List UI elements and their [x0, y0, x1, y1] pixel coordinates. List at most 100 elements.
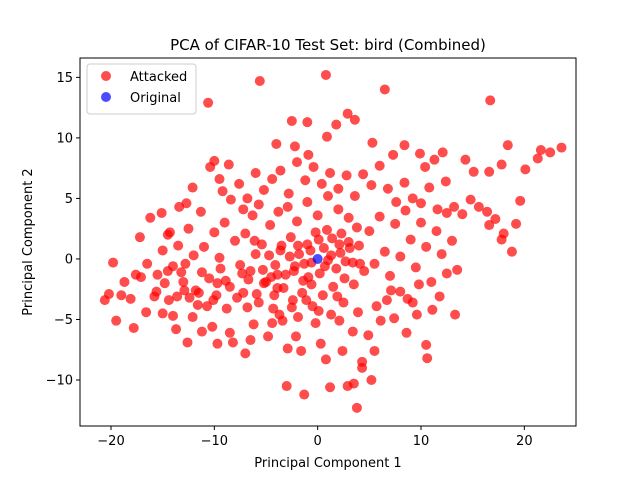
point-attacked-129 [400, 205, 411, 216]
point-attacked-186 [432, 204, 443, 215]
legend-box [86, 63, 197, 115]
point-attacked-95 [335, 247, 346, 258]
point-attacked-238 [254, 76, 265, 86]
point-attacked-46 [310, 318, 321, 329]
point-attacked-85 [294, 249, 305, 260]
point-attacked-144 [230, 235, 240, 246]
x-axis-label: Principal Component 1 [254, 456, 401, 471]
point-attacked-225 [460, 154, 471, 165]
point-attacked-74 [366, 375, 377, 385]
point-attacked-125 [379, 246, 390, 257]
x-tick-label: −20 [97, 434, 124, 449]
point-attacked-135 [431, 226, 442, 237]
chart-title: PCA of CIFAR-10 Test Set: bird (Combined… [170, 36, 486, 54]
point-attacked-80 [270, 260, 281, 270]
point-attacked-218 [367, 137, 378, 148]
point-attacked-26 [215, 263, 226, 274]
point-attacked-208 [247, 210, 258, 221]
point-attacked-114 [323, 191, 333, 201]
point-attacked-151 [193, 287, 204, 298]
point-attacked-4 [125, 293, 136, 304]
point-attacked-257 [319, 261, 330, 272]
point-attacked-24 [207, 321, 218, 332]
point-attacked-199 [484, 220, 495, 231]
point-attacked-283 [192, 299, 203, 310]
point-attacked-163 [242, 193, 253, 204]
point-attacked-29 [227, 337, 238, 348]
point-attacked-243 [171, 324, 182, 335]
point-attacked-207 [238, 204, 249, 215]
point-attacked-192 [482, 206, 493, 217]
plot-area [99, 69, 567, 413]
point-attacked-102 [265, 220, 276, 231]
point-attacked-227 [484, 166, 495, 177]
point-attacked-159 [152, 269, 163, 280]
point-attacked-176 [349, 191, 360, 201]
point-attacked-167 [275, 165, 286, 176]
point-attacked-229 [502, 140, 513, 151]
point-attacked-76 [357, 356, 368, 367]
point-attacked-31 [237, 268, 248, 279]
point-original-0 [312, 253, 323, 264]
point-attacked-189 [457, 209, 468, 220]
y-tick-label: −10 [46, 374, 73, 389]
point-attacked-15 [168, 310, 178, 321]
point-attacked-204 [209, 155, 220, 166]
point-attacked-112 [312, 210, 323, 221]
point-attacked-99 [351, 222, 362, 233]
point-attacked-198 [496, 234, 507, 245]
point-attacked-166 [267, 174, 278, 185]
y-tick-label: 15 [56, 71, 73, 86]
point-attacked-272 [274, 309, 285, 320]
point-attacked-171 [308, 161, 319, 172]
point-attacked-197 [511, 218, 522, 229]
point-attacked-65 [421, 339, 432, 350]
point-attacked-174 [333, 183, 344, 194]
point-attacked-220 [399, 140, 410, 151]
point-attacked-213 [331, 119, 342, 130]
point-attacked-162 [234, 178, 245, 189]
point-attacked-64 [413, 279, 424, 290]
point-attacked-261 [264, 250, 275, 261]
point-attacked-191 [473, 201, 484, 212]
point-attacked-231 [532, 153, 543, 164]
point-attacked-79 [245, 335, 256, 346]
point-attacked-172 [316, 178, 327, 189]
point-attacked-142 [240, 228, 251, 239]
point-attacked-123 [369, 258, 380, 269]
axes-frame [79, 57, 577, 427]
series-original [312, 253, 323, 264]
point-attacked-182 [399, 177, 410, 188]
point-attacked-108 [292, 216, 302, 227]
point-attacked-269 [344, 243, 355, 254]
x-tick-label: −10 [201, 434, 228, 449]
point-attacked-277 [371, 301, 382, 312]
point-attacked-266 [303, 272, 314, 283]
point-attacked-248 [156, 207, 167, 218]
point-attacked-42 [290, 331, 301, 342]
point-attacked-73 [348, 378, 359, 389]
point-attacked-271 [267, 318, 278, 329]
point-attacked-120 [354, 240, 364, 251]
point-attacked-270 [355, 258, 366, 269]
point-attacked-18 [180, 258, 191, 269]
point-attacked-44 [301, 295, 312, 306]
point-attacked-246 [108, 257, 119, 268]
point-attacked-59 [381, 295, 392, 306]
point-attacked-164 [250, 168, 261, 178]
point-attacked-116 [333, 204, 344, 215]
point-attacked-93 [327, 233, 338, 244]
point-attacked-223 [429, 154, 440, 165]
point-attacked-13 [159, 278, 170, 289]
point-attacked-244 [141, 307, 152, 318]
point-attacked-254 [299, 258, 310, 269]
point-attacked-1 [103, 289, 114, 300]
y-tick-label: 10 [56, 131, 73, 146]
point-attacked-156 [168, 261, 178, 272]
point-attacked-94 [331, 263, 342, 274]
point-attacked-148 [209, 227, 220, 238]
point-attacked-141 [245, 266, 256, 277]
point-attacked-113 [317, 290, 328, 301]
point-attacked-262 [257, 264, 268, 275]
point-attacked-153 [183, 223, 194, 234]
